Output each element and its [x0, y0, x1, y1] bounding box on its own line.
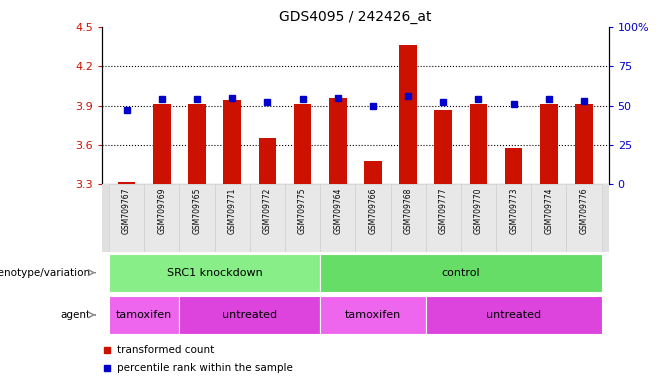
Bar	[434, 109, 452, 184]
Bar	[320, 254, 601, 292]
Text: percentile rank within the sample: percentile rank within the sample	[117, 363, 293, 373]
Text: untreated: untreated	[486, 310, 542, 320]
Text: untreated: untreated	[222, 310, 277, 320]
Bar	[215, 184, 250, 252]
Bar	[180, 184, 215, 252]
Text: SRC1 knockdown: SRC1 knockdown	[166, 268, 263, 278]
Bar	[144, 184, 180, 252]
Bar	[329, 98, 347, 184]
Text: GSM709770: GSM709770	[474, 188, 483, 234]
Text: GSM709772: GSM709772	[263, 188, 272, 234]
Bar	[426, 184, 461, 252]
Bar	[188, 104, 206, 184]
Title: GDS4095 / 242426_at: GDS4095 / 242426_at	[279, 10, 432, 25]
Bar	[293, 104, 311, 184]
Text: GSM709765: GSM709765	[193, 188, 201, 234]
Text: GSM709771: GSM709771	[228, 188, 237, 234]
Text: agent: agent	[61, 310, 91, 320]
Bar	[426, 296, 601, 334]
Bar	[180, 296, 320, 334]
Bar	[575, 104, 593, 184]
Bar	[118, 182, 136, 184]
Bar	[364, 161, 382, 184]
Bar	[153, 104, 170, 184]
Text: GSM709768: GSM709768	[403, 188, 413, 234]
Bar	[109, 254, 320, 292]
Text: transformed count: transformed count	[117, 345, 215, 355]
Bar	[109, 296, 180, 334]
Bar	[505, 147, 522, 184]
Bar	[259, 138, 276, 184]
Text: GSM709773: GSM709773	[509, 188, 518, 234]
Text: GSM709774: GSM709774	[544, 188, 553, 234]
Bar	[461, 184, 496, 252]
Text: genotype/variation: genotype/variation	[0, 268, 91, 278]
Text: GSM709767: GSM709767	[122, 188, 131, 234]
Bar	[567, 184, 601, 252]
Bar	[470, 104, 488, 184]
Text: GSM709764: GSM709764	[333, 188, 342, 234]
Bar	[223, 100, 241, 184]
Text: GSM709766: GSM709766	[368, 188, 378, 234]
Bar	[285, 184, 320, 252]
Bar	[531, 184, 567, 252]
Text: GSM709776: GSM709776	[580, 188, 588, 234]
Bar	[496, 184, 531, 252]
Text: GSM709769: GSM709769	[157, 188, 166, 234]
Bar	[320, 296, 426, 334]
Bar	[399, 45, 417, 184]
Bar	[250, 184, 285, 252]
Bar	[390, 184, 426, 252]
Text: GSM709775: GSM709775	[298, 188, 307, 234]
Text: tamoxifen: tamoxifen	[345, 310, 401, 320]
Bar	[540, 104, 557, 184]
Bar	[355, 184, 390, 252]
Bar	[320, 184, 355, 252]
Bar	[109, 184, 144, 252]
Text: tamoxifen: tamoxifen	[116, 310, 172, 320]
Text: GSM709777: GSM709777	[439, 188, 448, 234]
Text: control: control	[442, 268, 480, 278]
